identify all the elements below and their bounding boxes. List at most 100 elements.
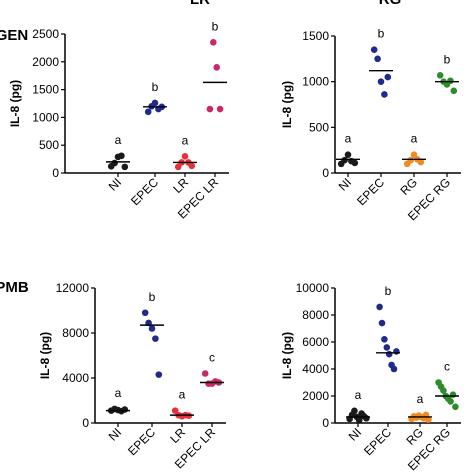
x-tick-label: EPEC <box>125 425 158 458</box>
y-tick-label: 0 <box>322 166 329 180</box>
significance-letter: a <box>179 388 186 402</box>
data-point <box>381 91 388 98</box>
data-point <box>355 417 363 424</box>
y-tick-label: 8000 <box>62 326 89 340</box>
y-tick-label: 10000 <box>296 281 330 295</box>
x-tick-label: NI <box>106 425 124 443</box>
data-point <box>378 319 386 327</box>
data-point <box>188 162 196 170</box>
data-point <box>390 365 398 373</box>
data-point <box>213 64 220 71</box>
y-axis-label: IL-8 (pg) <box>280 332 294 379</box>
data-point <box>452 403 459 411</box>
significance-letter: b <box>444 52 451 66</box>
row-label: PMB <box>0 279 29 296</box>
data-point <box>344 151 352 159</box>
data-point <box>201 370 209 377</box>
significance-letter: a <box>345 132 352 146</box>
y-tick-label: 2000 <box>32 55 59 69</box>
data-point <box>450 87 458 95</box>
data-point <box>407 156 414 164</box>
y-axis-label: IL-8 (pg) <box>38 332 52 379</box>
data-point <box>384 73 392 81</box>
y-tick-label: 1000 <box>302 75 329 89</box>
data-point <box>374 55 381 63</box>
data-point <box>155 371 163 378</box>
y-tick-label: 6000 <box>302 335 329 349</box>
x-tick-label: LR <box>167 425 188 446</box>
data-point <box>210 39 217 46</box>
y-tick-label: 2500 <box>32 27 59 41</box>
y-tick-label: 8000 <box>302 308 329 322</box>
data-point <box>449 391 457 398</box>
data-point <box>436 71 444 79</box>
significance-letter: a <box>115 386 122 400</box>
data-point <box>216 105 224 113</box>
y-tick-label: 4000 <box>302 362 329 376</box>
data-point <box>440 387 447 394</box>
x-tick-label: EPEC <box>354 175 387 208</box>
panel-title: RG <box>379 0 402 8</box>
data-point <box>383 344 391 351</box>
significance-letter: b <box>385 284 392 298</box>
y-tick-label: 4000 <box>62 371 89 385</box>
y-tick-label: 500 <box>309 120 329 134</box>
x-tick-label: LR <box>170 175 191 196</box>
significance-letter: b <box>378 27 385 41</box>
data-point <box>118 152 125 160</box>
data-point <box>370 46 378 53</box>
significance-letter: a <box>411 132 418 146</box>
data-point <box>393 348 400 355</box>
y-tick-label: 2000 <box>302 389 329 403</box>
significance-letter: c <box>444 360 450 374</box>
data-point <box>377 78 385 85</box>
x-tick-label: EPEC <box>128 175 161 208</box>
data-point <box>417 158 425 166</box>
data-point <box>171 407 179 414</box>
chart-panel-1: LR GEN 0 500 1000 1500 2000 2500 IL-8 (pg) NI a EPE… <box>0 0 229 221</box>
significance-letter: b <box>212 19 219 33</box>
significance-letter: c <box>209 351 215 365</box>
y-tick-label: 1000 <box>32 110 59 124</box>
data-point <box>206 105 214 113</box>
x-tick-label: NI <box>336 175 354 193</box>
data-point <box>152 335 159 342</box>
significance-letter: a <box>417 392 424 406</box>
panel-title: LR <box>190 0 210 8</box>
data-point <box>144 108 152 116</box>
significance-letter: b <box>152 80 159 94</box>
y-axis-label: IL-8 (pg) <box>8 80 22 127</box>
y-tick-label: 0 <box>322 416 329 430</box>
data-point <box>447 77 454 85</box>
data-point <box>148 325 156 332</box>
x-tick-label: EPEC <box>361 425 394 458</box>
data-point <box>381 336 388 343</box>
x-tick-label: NI <box>106 175 124 193</box>
x-tick-label: NI <box>346 425 364 443</box>
data-point <box>174 163 182 171</box>
y-tick-label: 0 <box>52 166 59 180</box>
data-point <box>385 350 393 358</box>
row-label: GEN <box>0 27 28 44</box>
y-axis-label: IL-8 (pg) <box>280 81 294 128</box>
y-tick-label: 0 <box>82 416 89 430</box>
data-point <box>410 151 418 159</box>
data-point <box>376 303 383 311</box>
y-tick-label: 1500 <box>32 83 59 97</box>
data-point <box>447 398 454 405</box>
data-point <box>425 416 432 423</box>
data-point <box>151 99 159 107</box>
x-tick-label: RG <box>397 175 420 198</box>
data-point <box>363 414 370 422</box>
y-tick-label: 12000 <box>56 281 90 295</box>
y-tick-label: 1500 <box>302 29 329 43</box>
data-point <box>111 159 118 167</box>
data-point <box>341 156 348 164</box>
data-point <box>121 406 129 413</box>
significance-letter: a <box>182 133 189 147</box>
y-tick-label: 500 <box>39 138 59 152</box>
significance-letter: a <box>115 133 122 147</box>
